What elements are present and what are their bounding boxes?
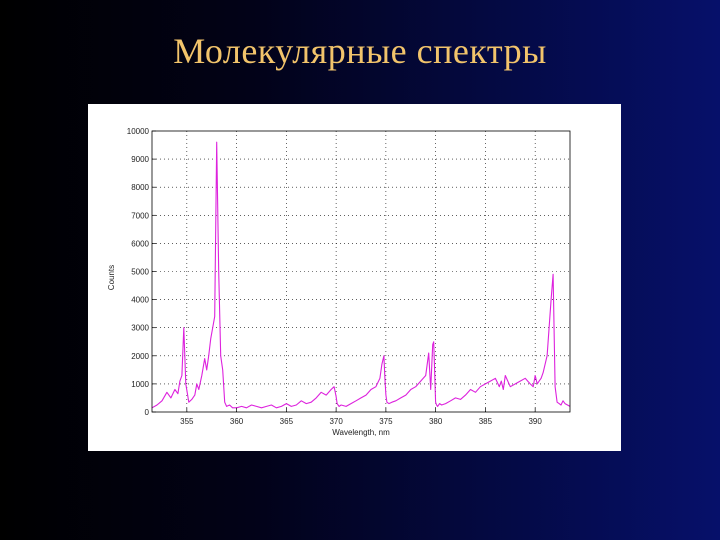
y-tick-label: 4000 — [131, 296, 149, 305]
y-tick-label: 3000 — [131, 324, 149, 333]
spectrum-figure: 0 1000 2000 3000 4000 5000 6000 7000 8000 9000 100… — [88, 104, 621, 451]
series-layer — [151, 141, 571, 409]
y-axis-title: Counts — [107, 265, 116, 290]
x-axis-title: Wavelength, nm — [332, 428, 390, 437]
x-tick-label: 375 — [379, 417, 393, 426]
x-tick-label: 390 — [528, 417, 542, 426]
spectrum-series-line — [151, 141, 571, 409]
spectrum-chart: 0 1000 2000 3000 4000 5000 6000 7000 8000 9000 100… — [107, 127, 571, 437]
x-tick-label: 365 — [280, 417, 294, 426]
y-tick-label: 5000 — [131, 268, 149, 277]
y-tick-label: 7000 — [131, 211, 149, 220]
y-tick-label: 10000 — [127, 127, 150, 136]
x-tick-label: 380 — [429, 417, 443, 426]
x-tick-label: 370 — [329, 417, 343, 426]
y-tick-label: 8000 — [131, 183, 149, 192]
tick-labels: 0 1000 2000 3000 4000 5000 6000 7000 8000 9000 100… — [127, 127, 543, 426]
x-tick-label: 360 — [230, 417, 244, 426]
y-tick-label: 1000 — [131, 380, 149, 389]
y-tick-label: 6000 — [131, 239, 149, 248]
x-tick-label: 385 — [479, 417, 493, 426]
slide-title: Молекулярные спектры — [173, 31, 547, 71]
tick-marks — [152, 130, 536, 413]
x-tick-label: 355 — [180, 417, 194, 426]
y-tick-label: 2000 — [131, 352, 149, 361]
y-tick-label: 0 — [145, 408, 150, 417]
grid-lines — [152, 131, 570, 412]
y-tick-label: 9000 — [131, 155, 149, 164]
